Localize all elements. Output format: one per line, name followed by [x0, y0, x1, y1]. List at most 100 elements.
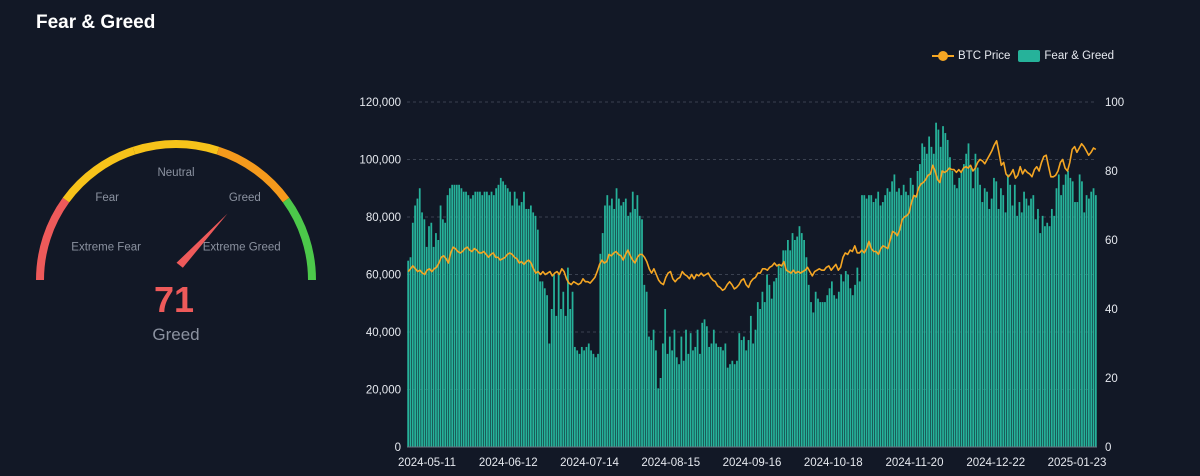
fear-greed-gauge: Extreme Fear Fear Neutral Greed Extreme Gree…: [36, 140, 316, 344]
fear-greed-bar: [474, 191, 477, 447]
fear-greed-bar: [856, 267, 859, 447]
fear-greed-bar: [1055, 188, 1058, 447]
gauge-label-extreme-greed: Extreme Greed: [203, 242, 281, 254]
fear-greed-bar: [909, 177, 912, 447]
fear-greed-bar: [541, 281, 544, 447]
fear-greed-bar: [411, 222, 414, 447]
fear-greed-bar: [1092, 188, 1095, 447]
fear-greed-bar: [819, 302, 822, 447]
fear-greed-bar: [997, 208, 1000, 447]
fear-greed-bar: [1018, 202, 1021, 447]
fear-greed-bar: [951, 171, 954, 447]
fear-greed-bar: [682, 360, 685, 447]
fear-greed-bar: [773, 281, 775, 447]
fear-greed-bar: [1048, 226, 1051, 447]
x-tick-label: 2024-12-22: [966, 457, 1025, 469]
fear-greed-bar: [863, 195, 866, 447]
fear-greed-bar: [932, 153, 935, 447]
fear-greed-bar: [789, 250, 792, 447]
fear-greed-bar: [724, 343, 727, 447]
fear-greed-bar: [641, 219, 643, 447]
fear-greed-bar: [460, 188, 463, 447]
fear-greed-bar: [418, 188, 421, 447]
fear-greed-bar: [942, 126, 944, 448]
fear-greed-bar: [833, 295, 836, 447]
fear-greed-bar: [1069, 177, 1072, 447]
fear-greed-bar: [442, 219, 444, 447]
fear-greed-bar: [710, 343, 713, 447]
fear-greed-bar: [831, 281, 833, 447]
fear-greed-bar: [1044, 226, 1046, 447]
fear-greed-bar: [1046, 222, 1049, 447]
fear-greed-bar: [562, 291, 565, 447]
fear-greed-bar: [696, 329, 699, 447]
fear-greed-bar: [990, 198, 993, 447]
x-tick-label: 2025-01-23: [1048, 457, 1107, 469]
x-tick-label: 2024-08-15: [641, 457, 700, 469]
fear-greed-bar: [509, 191, 511, 447]
fear-greed-bar: [583, 350, 586, 447]
fear-greed-bar: [782, 250, 785, 447]
fear-greed-bar: [817, 298, 819, 447]
legend-item-btc[interactable]: BTC Price: [932, 50, 1010, 62]
y-left-tick-label: 0: [395, 442, 401, 454]
fear-greed-bar: [488, 195, 491, 447]
fear-greed-bar: [1074, 202, 1076, 447]
fear-greed-bar: [1039, 233, 1042, 447]
fear-greed-bar: [1088, 198, 1090, 447]
fear-greed-bar: [1041, 215, 1044, 447]
fear-greed-bar: [502, 181, 504, 447]
fear-greed-bar: [784, 250, 787, 447]
fear-greed-bar: [916, 171, 919, 447]
fear-greed-bar: [752, 343, 755, 447]
fear-greed-bar: [972, 188, 975, 447]
fear-greed-bar: [842, 281, 845, 447]
gauge-value: 71: [154, 279, 194, 320]
fear-greed-bar: [414, 205, 416, 447]
fear-greed-bar: [902, 184, 905, 448]
fear-greed-bar: [879, 205, 882, 447]
btc-price-line: [407, 140, 1097, 292]
y-left-tick-label: 60,000: [366, 270, 401, 282]
fear-greed-bar: [865, 198, 868, 447]
btc-line-swatch-icon: [932, 51, 954, 61]
fear-greed-bar: [423, 219, 426, 447]
fear-greed-bar: [738, 333, 741, 447]
fear-greed-bar: [497, 184, 500, 448]
fear-greed-bar: [1020, 212, 1023, 447]
fear-greed-bar: [529, 205, 532, 447]
fear-greed-bar: [988, 208, 991, 447]
legend-item-fear-greed[interactable]: Fear & Greed: [1018, 50, 1114, 62]
fear-greed-bar: [828, 288, 831, 447]
fear-greed-bar: [949, 157, 951, 447]
fear-greed-bar: [1094, 195, 1097, 447]
fear-greed-bar: [967, 143, 970, 447]
fear-greed-bar: [428, 226, 430, 447]
y-left-tick-label: 100,000: [359, 155, 401, 167]
fear-greed-bar: [490, 191, 493, 447]
fear-greed-bar: [756, 302, 759, 447]
fear-greed-bar: [729, 364, 731, 447]
fear-greed-bar: [1090, 191, 1093, 447]
fear-greed-bar: [895, 191, 898, 447]
fear-greed-bar: [527, 208, 530, 447]
fear-greed-bar: [590, 350, 592, 447]
fear-greed-bar: [1000, 188, 1002, 447]
fear-greed-bar: [1062, 184, 1065, 448]
fear-greed-bar: [564, 315, 567, 447]
y-right-tick-label: 80: [1105, 166, 1118, 178]
y-right-tick-label: 20: [1105, 373, 1118, 385]
fear-greed-bar: [613, 208, 616, 447]
fear-greed-bar: [1002, 195, 1005, 447]
fear-greed-bar: [939, 146, 942, 447]
fear-greed-bar: [699, 353, 701, 447]
fear-greed-bar: [993, 177, 995, 447]
fear-greed-bar: [1032, 195, 1035, 447]
fear-greed-bar: [448, 188, 451, 447]
fear-greed-bar: [601, 233, 604, 447]
fear-greed-bar: [770, 298, 773, 447]
fear-greed-bar: [715, 343, 717, 447]
fear-greed-bar: [511, 205, 514, 447]
fear-greed-bar: [1016, 215, 1018, 447]
fear-greed-bar: [571, 291, 574, 447]
